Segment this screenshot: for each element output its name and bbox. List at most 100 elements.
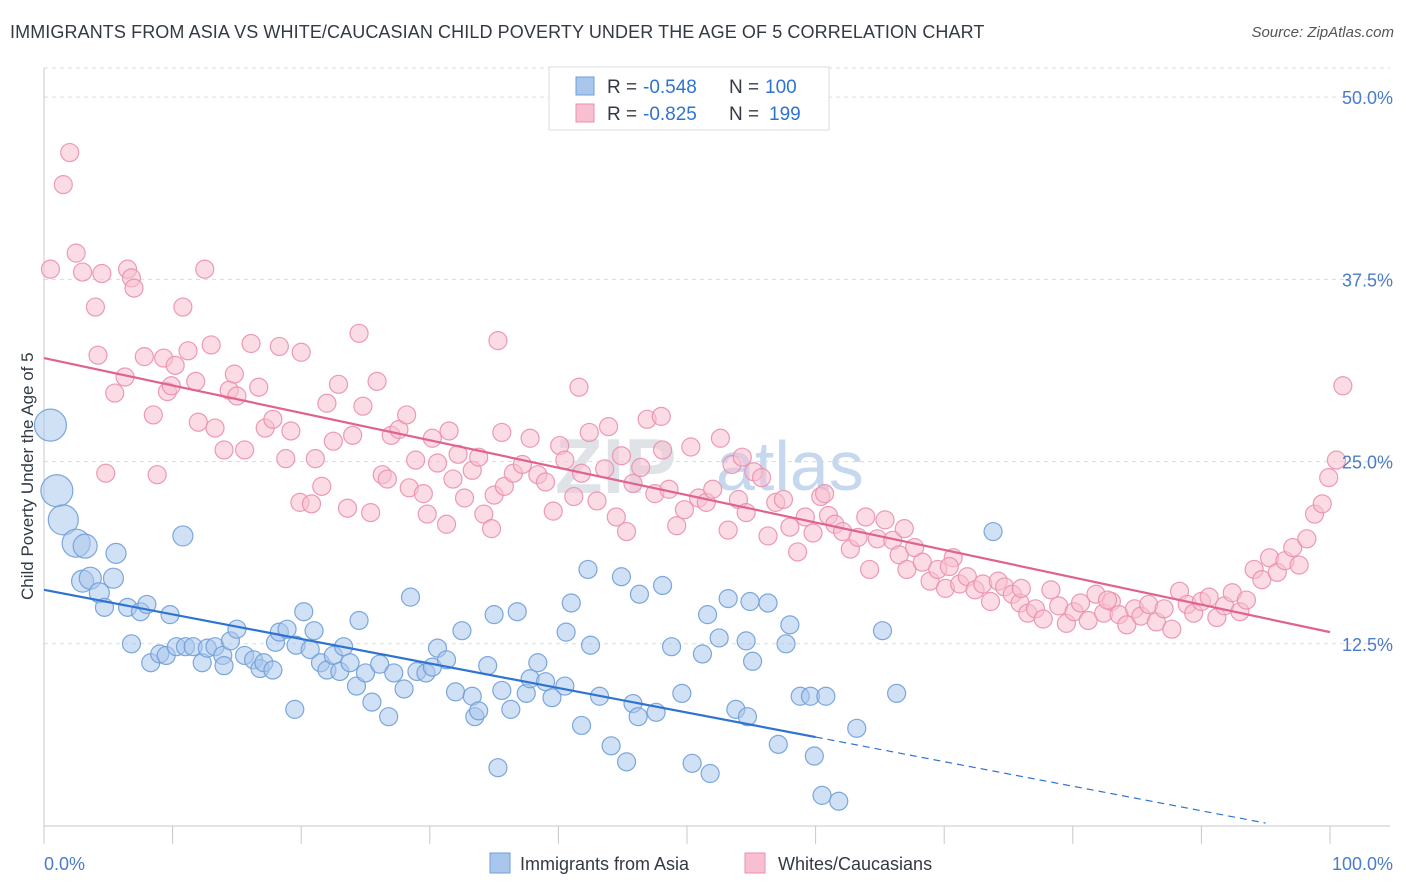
point-white	[241, 333, 261, 354]
chart-title: IMMIGRANTS FROM ASIA VS WHITE/CAUCASIAN …	[10, 22, 985, 42]
point-white	[569, 377, 589, 397]
point-white	[397, 405, 417, 425]
point-white	[803, 523, 823, 543]
point-white	[214, 440, 234, 460]
point-asia	[535, 672, 556, 692]
point-asia	[349, 610, 369, 631]
point-white	[939, 556, 959, 577]
legend-n-value-white: 199	[769, 104, 801, 125]
point-asia	[484, 605, 504, 625]
trend-line-white	[43, 357, 1331, 634]
point-asia	[672, 683, 692, 703]
point-white	[305, 449, 325, 469]
data-points	[33, 142, 1353, 811]
point-white	[751, 468, 772, 488]
point-asia	[812, 785, 832, 805]
point-white	[443, 469, 463, 489]
point-asia	[983, 521, 1003, 542]
y-tick-label: 37.5%	[1342, 270, 1393, 290]
point-white	[413, 484, 433, 504]
point-asia	[872, 621, 893, 641]
point-white	[1326, 450, 1347, 470]
point-white	[1154, 599, 1174, 619]
point-asia	[469, 701, 489, 721]
grid-lines	[44, 67, 1390, 645]
point-asia	[629, 584, 650, 604]
point-asia	[528, 653, 548, 673]
point-white	[611, 446, 632, 466]
x-tick-label: 0.0%	[44, 854, 85, 874]
point-white	[143, 405, 163, 425]
point-asia	[379, 707, 399, 727]
point-asia	[768, 734, 788, 754]
y-tick-label: 12.5%	[1342, 635, 1393, 655]
point-white	[301, 494, 322, 514]
point-white	[860, 559, 880, 580]
point-asia	[709, 628, 729, 648]
legend-n-label-white: N =	[729, 104, 759, 125]
point-asia	[601, 736, 621, 756]
point-white	[349, 323, 369, 343]
point-white	[312, 476, 332, 496]
point-white	[1041, 580, 1061, 600]
point-white	[488, 330, 508, 351]
point-asia	[697, 605, 718, 625]
point-asia	[718, 588, 738, 609]
point-asia	[652, 575, 673, 596]
point-asia	[263, 660, 283, 680]
point-white	[780, 517, 800, 537]
legend-r-label-white: R =	[607, 104, 637, 125]
point-white	[291, 342, 311, 362]
point-white	[454, 488, 475, 508]
point-white	[406, 450, 426, 470]
point-white	[317, 393, 337, 413]
point-white	[912, 552, 932, 572]
point-asia	[692, 644, 713, 664]
point-white	[703, 479, 723, 499]
point-white	[427, 453, 448, 473]
point-asia	[501, 699, 521, 719]
point-asia	[542, 688, 562, 708]
point-asia	[445, 682, 466, 702]
point-white	[269, 336, 289, 357]
point-white	[1162, 619, 1182, 639]
point-white	[165, 355, 185, 375]
point-asia	[172, 525, 194, 547]
point-white	[124, 278, 144, 298]
point-white	[1289, 555, 1309, 575]
point-asia	[758, 593, 778, 613]
point-asia	[561, 593, 581, 613]
point-white	[60, 142, 80, 163]
point-asia	[72, 533, 98, 559]
point-white	[587, 491, 607, 511]
legend-swatch-asia	[575, 76, 595, 96]
point-asia	[105, 542, 127, 565]
point-white	[1312, 494, 1332, 514]
point-white	[1070, 593, 1091, 613]
point-asia	[492, 680, 512, 701]
series-legend-label-white: Whites/Caucasians	[778, 854, 932, 874]
legend-r-value-white: -0.825	[643, 104, 697, 125]
point-white	[651, 406, 671, 426]
point-white	[732, 447, 752, 467]
point-asia	[285, 699, 305, 719]
series-legend-swatch-white	[744, 852, 766, 874]
point-white	[53, 175, 73, 195]
point-white	[1297, 529, 1317, 549]
point-asia	[829, 791, 849, 811]
point-asia	[214, 656, 234, 676]
y-tick-label: 25.0%	[1342, 453, 1393, 473]
point-white	[758, 526, 778, 546]
point-white	[173, 297, 193, 317]
point-white	[606, 507, 626, 527]
point-white	[681, 437, 701, 457]
point-white	[96, 463, 116, 483]
point-white	[195, 259, 215, 279]
point-white	[674, 500, 695, 520]
point-white	[543, 501, 563, 521]
point-asia	[478, 656, 498, 676]
point-white	[894, 519, 914, 539]
point-asia	[384, 663, 404, 683]
point-asia	[742, 651, 763, 671]
point-white	[616, 521, 637, 542]
